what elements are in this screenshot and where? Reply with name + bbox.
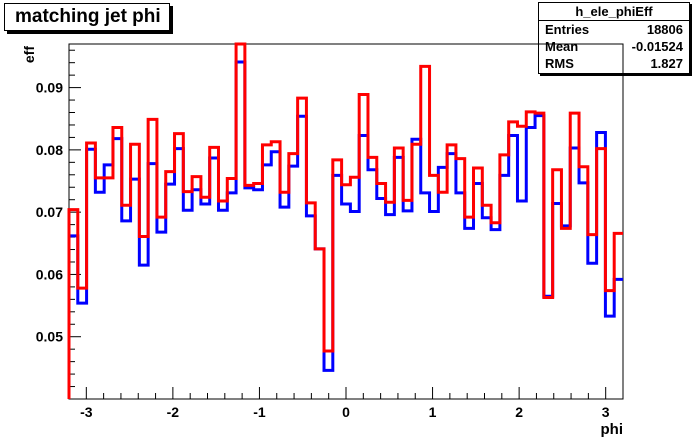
x-axis-label: phi <box>601 421 624 438</box>
y-tick-label: 0.08 <box>36 142 63 158</box>
x-tick-label: -1 <box>253 404 266 420</box>
stats-value: 1.827 <box>650 56 683 71</box>
stats-value: -0.01524 <box>631 39 683 54</box>
stats-label: RMS <box>545 56 574 71</box>
x-tick-label: 0 <box>342 404 350 420</box>
plot-frame <box>68 43 624 400</box>
stats-row-mean: Mean -0.01524 <box>539 38 689 55</box>
x-tick-label: -3 <box>80 404 93 420</box>
stats-value: 18806 <box>646 22 683 37</box>
y-tick-label: 0.05 <box>36 329 63 345</box>
stats-box: h_ele_phiEff Entries 18806 Mean -0.01524… <box>538 2 690 74</box>
stats-row-rms: RMS 1.827 <box>539 55 689 72</box>
y-axis-label: eff <box>21 46 37 63</box>
x-tick-label: 2 <box>515 404 523 420</box>
x-tick-label: 3 <box>602 404 610 420</box>
stats-label: Entries <box>545 22 590 37</box>
y-tick-label: 0.09 <box>36 80 63 96</box>
x-tick-label: 1 <box>429 404 437 420</box>
stats-label: Mean <box>545 39 579 54</box>
y-tick-label: 0.06 <box>36 266 63 282</box>
y-tick-label: 0.07 <box>36 204 63 220</box>
histogram-series-line <box>67 42 623 399</box>
stats-name: h_ele_phiEff <box>539 3 689 21</box>
stats-row-entries: Entries 18806 <box>539 21 689 38</box>
chart-title: matching jet phi <box>4 3 170 31</box>
x-tick-label: -2 <box>167 404 180 420</box>
